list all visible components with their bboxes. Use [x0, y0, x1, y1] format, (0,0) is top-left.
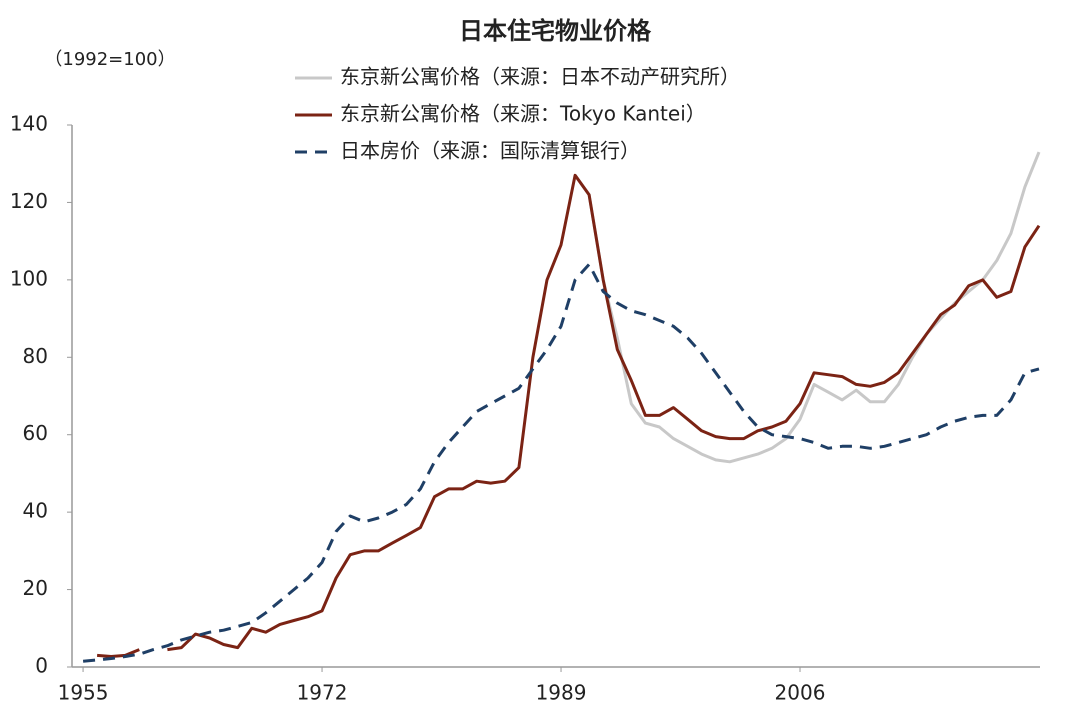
y-tick-label: 80	[23, 344, 48, 368]
y-tick-label: 40	[23, 499, 48, 523]
y-tick-label: 20	[23, 576, 48, 600]
x-tick-label: 1989	[536, 681, 587, 705]
line-series	[82, 262, 1040, 663]
y-tick-label: 120	[10, 189, 48, 213]
legend-label: 日本房价（来源：国际清算银行）	[340, 139, 640, 163]
y-tick-label: 140	[10, 112, 48, 136]
y-tick-label: 0	[35, 654, 48, 678]
y-tick-label: 60	[23, 421, 48, 445]
y-tick-label: 100	[10, 266, 48, 290]
x-tick-label: 1955	[58, 681, 109, 705]
chart-title: 日本住宅物业价格	[459, 17, 652, 45]
x-tick-label: 2006	[775, 681, 826, 705]
legend-label: 东京新公寓价格（来源：日本不动产研究所）	[340, 65, 740, 89]
x-tick-label: 1972	[297, 681, 348, 705]
line-series	[96, 173, 1041, 658]
legend-label: 东京新公寓价格（来源：Tokyo Kantei）	[340, 102, 706, 126]
y-axis-label: （1992=100）	[44, 49, 175, 70]
